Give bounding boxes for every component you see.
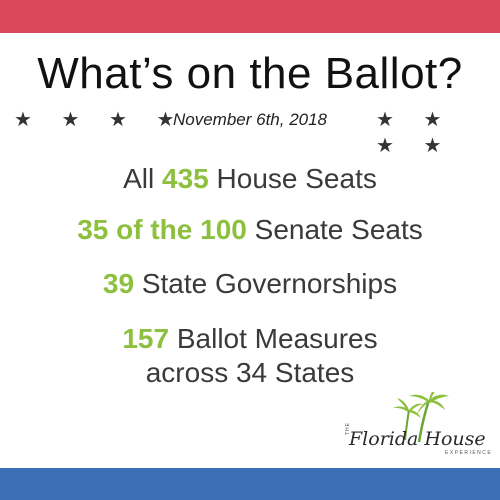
item-prefix: All — [123, 163, 163, 194]
stars-left-icon: ★ ★ ★ ★ — [14, 109, 187, 131]
item-text: across 34 States — [145, 357, 355, 388]
item-number: 157 — [122, 323, 170, 354]
bottom-blue-stripe — [0, 468, 500, 500]
logo-subtitle: EXPERIENCE — [445, 450, 493, 456]
stars-right-icon: ★ ★ ★ ★ — [376, 109, 454, 157]
item-number: 435 — [162, 163, 209, 194]
ballot-item-measures: 157 Ballot Measures — [0, 322, 500, 356]
ballot-item-governorships: 39 State Governorships — [0, 267, 500, 301]
election-date: November 6th, 2018 — [172, 110, 328, 129]
florida-house-logo: THE Florida House EXPERIENCE — [345, 392, 495, 462]
item-text: State Governorships — [134, 268, 398, 299]
item-text: Ballot Measures — [169, 323, 378, 354]
item-text: House Seats — [208, 163, 377, 194]
ballot-item-senate: 35 of the 100 Senate Seats — [0, 213, 500, 247]
item-number: 39 — [102, 268, 135, 299]
top-red-stripe — [0, 0, 500, 33]
logo-name: Florida House — [349, 428, 486, 450]
date-row: ★ ★ ★ ★ November 6th, 2018 ★ ★ ★ ★ — [0, 107, 500, 157]
ballot-item-measures-states: across 34 States — [0, 356, 500, 390]
item-number: 35 of the 100 — [77, 214, 247, 245]
item-text: Senate Seats — [246, 214, 423, 245]
palm-tree-icon — [393, 392, 449, 443]
page-title: What’s on the Ballot? — [37, 49, 463, 98]
ballot-item-house: All 435 House Seats — [0, 162, 500, 196]
